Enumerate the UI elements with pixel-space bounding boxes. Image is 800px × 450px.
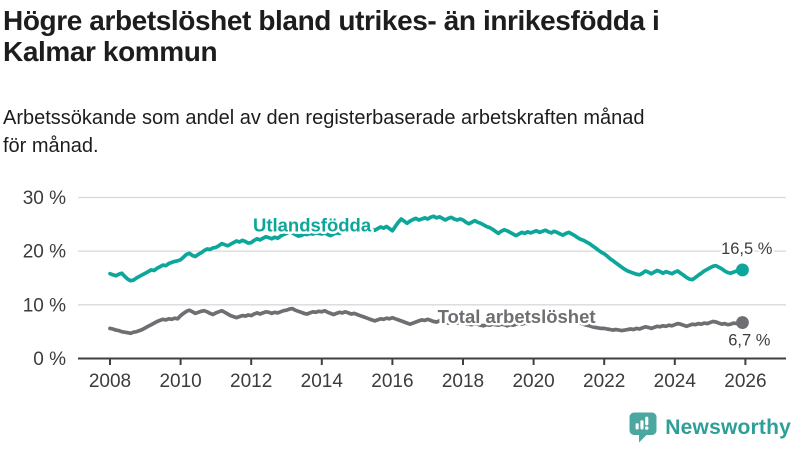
chart-subtitle-line2: för månad. <box>3 135 99 157</box>
newsworthy-chart-bubble-icon <box>629 412 657 443</box>
x-tick-label-2022: 2022 <box>583 371 625 392</box>
x-tick-label-2008: 2008 <box>89 371 131 392</box>
x-axis: 2008 2010 2012 2014 2016 2018 2020 2022 2024 2026 <box>78 357 786 392</box>
x-tick-label-2012: 2012 <box>230 371 272 392</box>
y-tick-label-0: 0 % <box>33 349 66 370</box>
series-line-total <box>108 306 745 336</box>
newsworthy-logo: Newsworthy <box>629 412 791 443</box>
x-tick-label-2018: 2018 <box>442 371 484 392</box>
x-tick-label-2026: 2026 <box>724 371 766 392</box>
y-tick-label-10: 10 % <box>23 295 66 316</box>
x-tick-label-2024: 2024 <box>654 371 697 392</box>
series-line-utlandsfodda <box>108 214 745 283</box>
chart-title-line2: Kalmar kommun <box>3 36 218 67</box>
y-tick-label-30: 30 % <box>23 188 66 209</box>
series-end-dot-total <box>736 316 749 329</box>
chart-subtitle-line1: Arbetssökande som andel av den registerb… <box>3 107 645 129</box>
gridlines <box>78 196 786 306</box>
x-tick-label-2014: 2014 <box>301 371 344 392</box>
chart-title: Högre arbetslöshet bland utrikes- än inr… <box>3 5 797 67</box>
newsworthy-wordmark: Newsworthy <box>665 415 791 439</box>
end-value-label-utlandsfodda: 16,5 % <box>721 240 773 258</box>
chart-subtitle: Arbetssökande som andel av den registerb… <box>3 104 797 160</box>
series-end-dot-utlandsfodda <box>736 263 749 277</box>
end-value-label-total: 6,7 % <box>728 332 771 350</box>
series-label-utlandsfodda: Utlandsfödda <box>253 214 372 235</box>
y-axis: 0 % 10 % 20 % 30 % <box>23 188 66 370</box>
y-tick-label-20: 20 % <box>23 242 66 263</box>
x-tick-label-2016: 2016 <box>371 371 413 392</box>
series-label-total: Total arbetslöshet <box>438 306 596 327</box>
x-tick-label-2020: 2020 <box>512 371 554 392</box>
chart-title-line1: Högre arbetslöshet bland utrikes- än inr… <box>3 5 660 36</box>
x-tick-label-2010: 2010 <box>159 371 201 392</box>
